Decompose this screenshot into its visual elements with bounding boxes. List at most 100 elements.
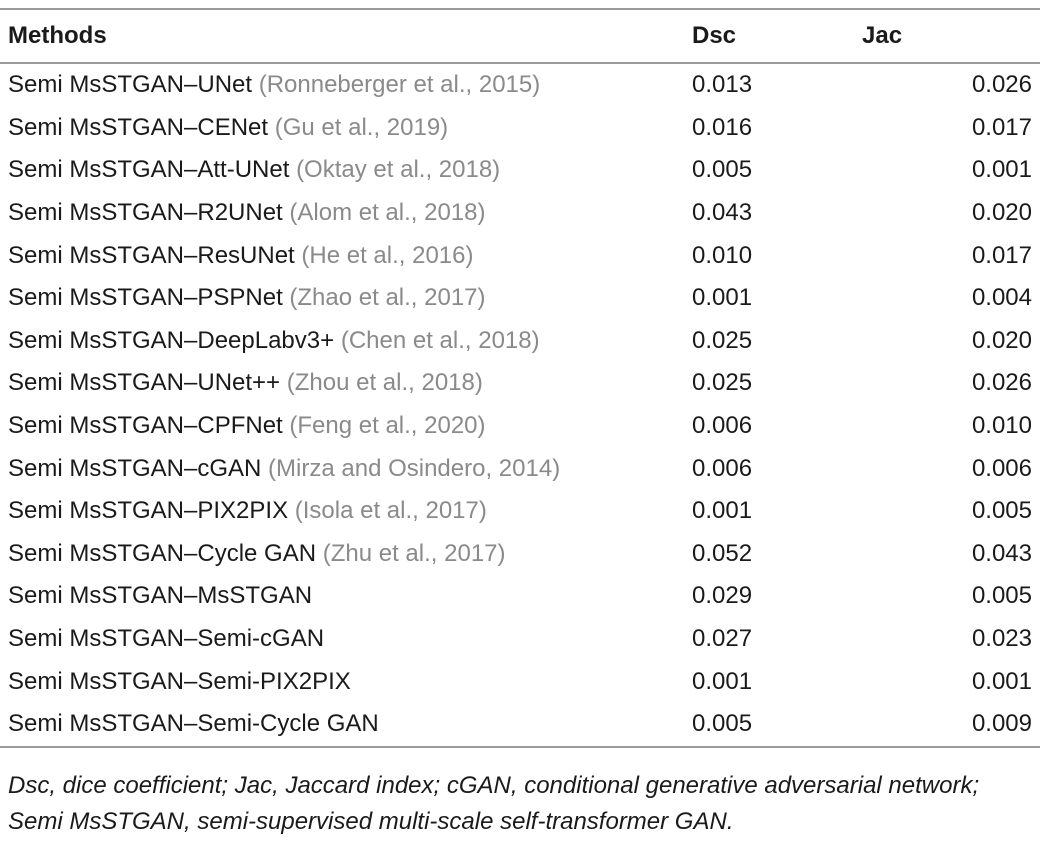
method-name: Semi MsSTGAN–Cycle GAN xyxy=(8,539,317,567)
method-name: Semi MsSTGAN–CPFNet xyxy=(8,412,283,440)
method-citation: (Feng et al., 2020) xyxy=(289,412,486,440)
method-name: Semi MsSTGAN–UNet++ xyxy=(8,369,281,397)
dsc-value: 0.013 xyxy=(692,71,753,99)
table-body: Semi MsSTGAN–UNet (Ronneberger et al., 2… xyxy=(0,63,1040,748)
method-name: Semi MsSTGAN–Semi-Cycle GAN xyxy=(8,710,379,738)
method-cell: Semi MsSTGAN–R2UNet (Alom et al., 2018) xyxy=(0,192,692,235)
header-dsc: Dsc xyxy=(692,8,862,64)
table-row: Semi MsSTGAN–cGAN (Mirza and Osindero, 2… xyxy=(0,447,1040,490)
table-row: Semi MsSTGAN–UNet++ (Zhou et al., 2018) 0… xyxy=(0,362,1040,405)
dsc-value: 0.029 xyxy=(692,582,753,610)
dsc-value: 0.027 xyxy=(692,625,753,653)
method-cell: Semi MsSTGAN–CENet (Gu et al., 2019) xyxy=(0,107,692,150)
jac-value: 0.010 xyxy=(971,412,1032,440)
header-methods: Methods xyxy=(0,8,692,64)
method-cell: Semi MsSTGAN–ResUNet (He et al., 2016) xyxy=(0,234,692,277)
dsc-value: 0.005 xyxy=(692,156,753,184)
table-row: Semi MsSTGAN–UNet (Ronneberger et al., 2… xyxy=(0,63,1040,107)
method-citation: (Ronneberger et al., 2015) xyxy=(258,71,541,99)
dsc-value: 0.025 xyxy=(692,326,753,354)
jac-value: 0.005 xyxy=(971,497,1032,525)
jac-value: 0.001 xyxy=(971,667,1032,695)
table-row: Semi MsSTGAN–Semi-Cycle GAN 0.005 0.009 xyxy=(0,702,1040,748)
method-name: Semi MsSTGAN–PSPNet xyxy=(8,284,283,312)
method-name: Semi MsSTGAN–PIX2PIX xyxy=(8,497,289,525)
method-citation: (Isola et al., 2017) xyxy=(294,497,487,525)
jac-value: 0.017 xyxy=(971,113,1032,141)
method-citation: (Oktay et al., 2018) xyxy=(296,156,501,184)
jac-value: 0.043 xyxy=(971,539,1032,567)
method-name: Semi MsSTGAN–DeepLabv3+ xyxy=(8,326,335,354)
method-citation: (Mirza and Osindero, 2014) xyxy=(268,454,561,482)
method-citation: (He et al., 2016) xyxy=(301,241,474,269)
method-citation: (Zhou et al., 2018) xyxy=(286,369,483,397)
jac-value: 0.020 xyxy=(971,326,1032,354)
dsc-value: 0.010 xyxy=(692,241,753,269)
method-name: Semi MsSTGAN–cGAN xyxy=(8,454,262,482)
dsc-value: 0.016 xyxy=(692,113,753,141)
dsc-value: 0.006 xyxy=(692,454,753,482)
method-name: Semi MsSTGAN–ResUNet xyxy=(8,241,295,269)
jac-value: 0.026 xyxy=(971,71,1032,99)
jac-value: 0.017 xyxy=(971,241,1032,269)
method-name: Semi MsSTGAN–CENet xyxy=(8,113,269,141)
dsc-value: 0.001 xyxy=(692,667,753,695)
dsc-value: 0.006 xyxy=(692,412,753,440)
method-cell: Semi MsSTGAN–UNet (Ronneberger et al., 2… xyxy=(0,63,692,107)
method-cell: Semi MsSTGAN–PIX2PIX (Isola et al., 2017… xyxy=(0,490,692,533)
dsc-value: 0.025 xyxy=(692,369,753,397)
method-name: Semi MsSTGAN–MsSTGAN xyxy=(8,582,313,610)
method-cell: Semi MsSTGAN–MsSTGAN xyxy=(0,575,692,618)
jac-value: 0.001 xyxy=(971,156,1032,184)
jac-value: 0.026 xyxy=(971,369,1032,397)
table-row: Semi MsSTGAN–PIX2PIX (Isola et al., 2017… xyxy=(0,490,1040,533)
table-row: Semi MsSTGAN–PSPNet (Zhao et al., 2017) 0… xyxy=(0,277,1040,320)
method-name: Semi MsSTGAN–Semi-PIX2PIX xyxy=(8,667,351,695)
method-citation: (Zhu et al., 2017) xyxy=(322,539,506,567)
table-row: Semi MsSTGAN–ResUNet (He et al., 2016) 0.… xyxy=(0,234,1040,277)
table-footnote: Dsc, dice coefficient; Jac, Jaccard inde… xyxy=(8,772,980,835)
method-name: Semi MsSTGAN–UNet xyxy=(8,71,253,99)
table-row: Semi MsSTGAN–Cycle GAN (Zhu et al., 2017… xyxy=(0,533,1040,576)
jac-value: 0.009 xyxy=(862,702,1040,748)
table-row: Semi MsSTGAN–Att-UNet (Oktay et al., 201… xyxy=(0,149,1040,192)
method-cell: Semi MsSTGAN–Semi-cGAN xyxy=(0,618,692,661)
method-name: Semi MsSTGAN–Att-UNet xyxy=(8,156,290,184)
table-row: Semi MsSTGAN–MsSTGAN 0.029 0.005 xyxy=(0,575,1040,618)
dsc-value: 0.005 xyxy=(692,702,862,748)
method-citation: (Gu et al., 2019) xyxy=(274,113,449,141)
jac-value: 0.020 xyxy=(971,199,1032,227)
method-cell: Semi MsSTGAN–CPFNet (Feng et al., 2020) xyxy=(0,405,692,448)
header-jac: Jac xyxy=(862,8,1040,64)
jac-value: 0.004 xyxy=(971,284,1032,312)
method-cell: Semi MsSTGAN–Semi-PIX2PIX xyxy=(0,660,692,703)
method-name: Semi MsSTGAN–Semi-cGAN xyxy=(8,625,325,653)
results-table: Methods Dsc Jac Semi MsSTGAN–UNet (Ronne… xyxy=(0,8,1040,748)
dsc-value: 0.001 xyxy=(692,284,753,312)
method-cell: Semi MsSTGAN–PSPNet (Zhao et al., 2017) xyxy=(0,277,692,320)
table-header: Methods Dsc Jac xyxy=(0,8,1040,64)
method-cell: Semi MsSTGAN–Att-UNet (Oktay et al., 201… xyxy=(0,149,692,192)
method-citation: (Zhao et al., 2017) xyxy=(289,284,486,312)
table-row: Semi MsSTGAN–Semi-cGAN 0.027 0.023 xyxy=(0,618,1040,661)
method-cell: Semi MsSTGAN–DeepLabv3+ (Chen et al., 20… xyxy=(0,320,692,363)
dsc-value: 0.052 xyxy=(692,539,753,567)
jac-value: 0.005 xyxy=(971,582,1032,610)
method-name: Semi MsSTGAN–R2UNet xyxy=(8,199,283,227)
dsc-value: 0.001 xyxy=(692,497,753,525)
table-row: Semi MsSTGAN–DeepLabv3+ (Chen et al., 20… xyxy=(0,320,1040,363)
method-cell: Semi MsSTGAN–Semi-Cycle GAN xyxy=(0,702,692,748)
dsc-value: 0.043 xyxy=(692,199,753,227)
method-citation: (Chen et al., 2018) xyxy=(340,326,540,354)
jac-value: 0.006 xyxy=(971,454,1032,482)
table-row: Semi MsSTGAN–CPFNet (Feng et al., 2020) 0… xyxy=(0,405,1040,448)
method-cell: Semi MsSTGAN–UNet++ (Zhou et al., 2018) xyxy=(0,362,692,405)
table-row: Semi MsSTGAN–R2UNet (Alom et al., 2018) 0… xyxy=(0,192,1040,235)
table-row: Semi MsSTGAN–Semi-PIX2PIX 0.001 0.001 xyxy=(0,660,1040,703)
method-cell: Semi MsSTGAN–cGAN (Mirza and Osindero, 2… xyxy=(0,447,692,490)
method-citation: (Alom et al., 2018) xyxy=(289,199,486,227)
method-cell: Semi MsSTGAN–Cycle GAN (Zhu et al., 2017… xyxy=(0,533,692,576)
header-row: Methods Dsc Jac xyxy=(0,8,1040,64)
jac-value: 0.023 xyxy=(971,625,1032,653)
